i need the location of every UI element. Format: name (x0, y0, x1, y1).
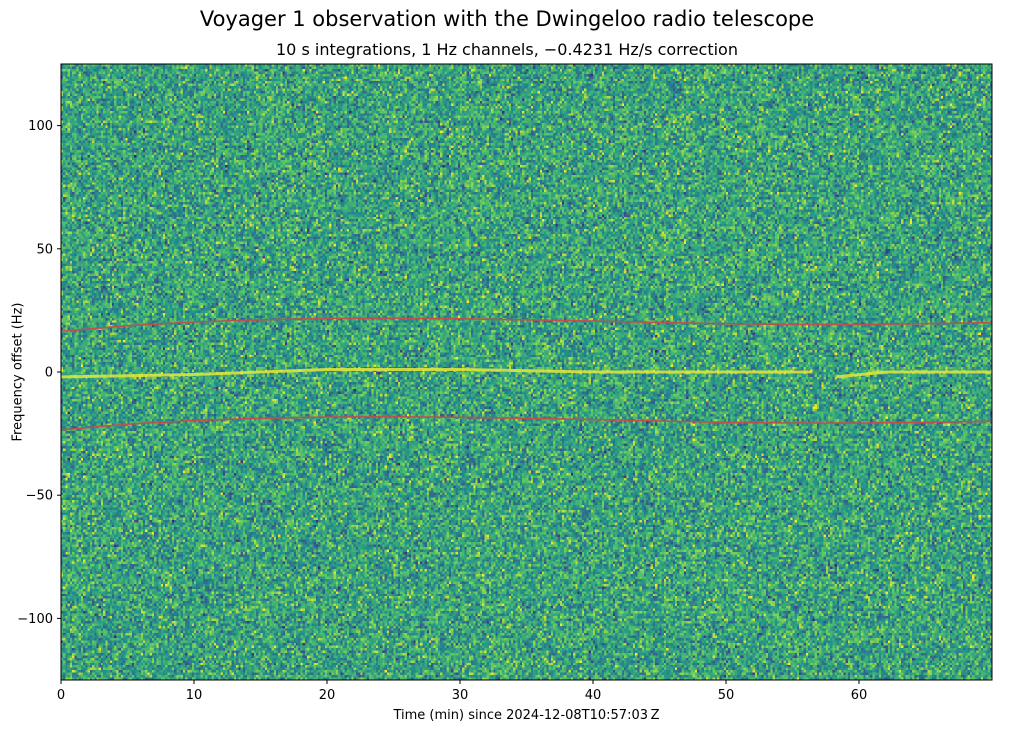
x-tick-label: 20 (319, 688, 336, 703)
x-tick-label: 10 (186, 688, 203, 703)
x-axis-ticks: 0 10 20 30 40 50 60 (57, 680, 867, 703)
x-axis-label: Time (min) since 2024-12-08T10:57:03 Z (393, 708, 660, 723)
y-tick-label: 50 (36, 242, 53, 257)
y-tick-label: −100 (17, 612, 53, 627)
x-tick-label: 40 (585, 688, 602, 703)
signal-layer (60, 368, 992, 379)
overlay-line-0 (60, 317, 993, 333)
y-axis-ticks: 100 50 0 −50 −100 (17, 119, 61, 627)
chart-title: Voyager 1 observation with the Dwingeloo… (199, 7, 815, 31)
x-tick-label: 30 (452, 688, 469, 703)
overlay-lines (60, 317, 993, 431)
y-tick-label: −50 (26, 489, 53, 504)
overlay-line-1 (60, 415, 993, 431)
signal-trace-0 (60, 368, 813, 379)
x-tick-label: 0 (57, 688, 65, 703)
y-tick-label: 100 (28, 119, 53, 134)
chart-subtitle: 10 s integrations, 1 Hz channels, −0.423… (276, 40, 738, 59)
x-tick-label: 50 (718, 688, 735, 703)
y-tick-label: 0 (45, 366, 53, 381)
signal-trace-1 (836, 370, 992, 379)
x-tick-label: 60 (851, 688, 868, 703)
